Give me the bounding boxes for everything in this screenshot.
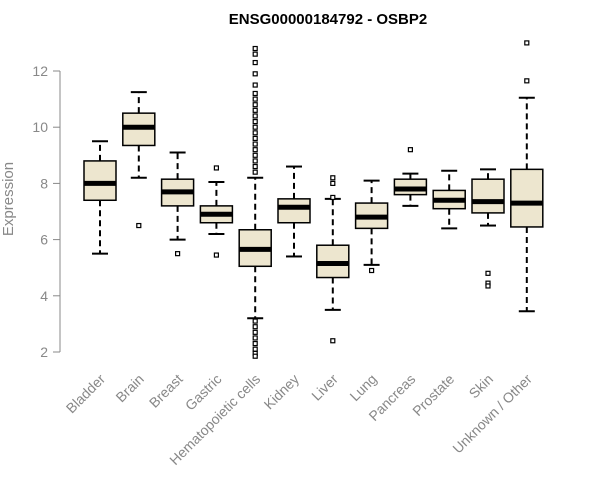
box-prostate <box>432 169 466 230</box>
outlier-point <box>369 267 375 274</box>
outlier-point <box>136 222 142 229</box>
outlier-point <box>175 251 181 257</box>
outlier-point <box>330 180 336 186</box>
x-tick-label: Skin <box>466 371 497 402</box>
x-tick-label: Liver <box>308 371 341 404</box>
box-bladder <box>83 140 117 255</box>
x-tick-label: Kidney <box>261 371 303 413</box>
outlier-point <box>252 340 258 347</box>
outlier-point <box>252 141 258 147</box>
outlier-point <box>252 346 258 352</box>
outlier-point <box>252 107 258 113</box>
box-brain <box>122 91 156 229</box>
y-tick-label: 12 <box>32 63 48 79</box>
outlier-point <box>213 165 219 171</box>
outlier-point <box>252 135 258 142</box>
outlier-point <box>252 147 258 153</box>
outlier-point <box>330 194 336 201</box>
x-tick-label: Bladder <box>63 371 109 417</box>
chart-title: ENSG00000184792 - OSBP2 <box>229 11 427 28</box>
outlier-point <box>407 147 413 153</box>
y-axis: 2 4 6 8 10 12 <box>32 63 61 360</box>
outlier-point <box>252 130 258 136</box>
outlier-point <box>485 283 491 289</box>
y-tick-label: 8 <box>40 175 48 191</box>
x-tick-label: Prostate <box>409 371 457 419</box>
outlier-point <box>252 158 258 164</box>
outlier-point <box>330 338 336 344</box>
box-unknown-other <box>510 40 544 313</box>
outlier-point <box>213 252 219 258</box>
outlier-point <box>330 175 336 181</box>
box-liver <box>316 175 350 344</box>
outlier-point <box>252 45 258 52</box>
box-lung <box>354 179 389 274</box>
outlier-point <box>485 270 491 276</box>
plot-area <box>83 40 544 359</box>
y-tick-label: 6 <box>40 232 48 248</box>
y-tick-label: 4 <box>40 288 48 304</box>
outlier-point <box>252 113 258 119</box>
outlier-point <box>524 40 530 46</box>
outlier-point <box>252 71 258 77</box>
box-kidney <box>277 165 311 258</box>
box-gastric <box>199 165 234 258</box>
outlier-point <box>252 318 258 324</box>
box-hematopoietic-cells <box>238 45 272 359</box>
x-tick-label: Brain <box>112 371 146 405</box>
outlier-point <box>252 324 258 330</box>
x-tick-label: Breast <box>146 371 186 411</box>
outlier-point <box>524 78 530 84</box>
outlier-point <box>252 96 258 102</box>
outlier-point <box>252 102 258 108</box>
outlier-point <box>252 124 258 130</box>
box-pancreas <box>393 147 428 207</box>
outlier-point <box>252 51 258 57</box>
iqr-box <box>510 168 544 228</box>
x-tick-label: Lung <box>346 371 379 404</box>
iqr-box <box>83 160 117 202</box>
y-tick-label: 2 <box>40 344 48 360</box>
outlier-point <box>252 329 258 335</box>
y-axis-label: Expression <box>0 162 17 236</box>
iqr-box <box>471 178 505 214</box>
box-breast <box>160 151 195 257</box>
outlier-point <box>252 118 258 125</box>
outlier-point <box>252 353 258 359</box>
outlier-point <box>252 90 258 97</box>
outlier-point <box>252 152 258 158</box>
outlier-point <box>252 163 258 170</box>
outlier-point <box>252 169 258 175</box>
box-skin <box>471 168 505 289</box>
y-tick-label: 10 <box>32 119 48 135</box>
outlier-point <box>252 82 258 88</box>
iqr-box <box>277 198 311 224</box>
outlier-point <box>252 59 258 66</box>
outlier-point <box>252 335 258 341</box>
